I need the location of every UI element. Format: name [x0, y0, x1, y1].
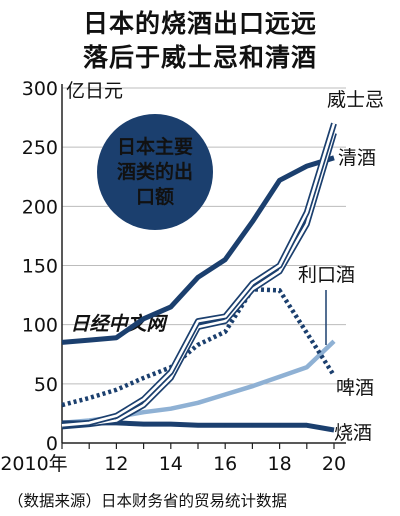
data-point-3	[115, 389, 118, 392]
y-tick-label: 100	[22, 315, 58, 337]
data-point-1	[306, 165, 309, 168]
data-point-3	[142, 377, 145, 380]
y-axis-unit-label: 亿日元	[66, 80, 123, 102]
chart-title-line-1: 日本的烧酒出口远远	[82, 9, 317, 38]
x-tick-label: 12	[104, 453, 128, 475]
data-point-1	[115, 336, 118, 339]
data-point-1	[142, 318, 145, 321]
series-label-shochu: 烧酒	[334, 422, 372, 444]
data-point-0	[333, 122, 336, 125]
data-point-1	[61, 341, 64, 344]
series-label-liqueur: 利口酒	[298, 264, 355, 286]
y-tick-label: 250	[22, 137, 58, 159]
data-point-2	[115, 419, 118, 422]
y-tick-label: 0	[46, 433, 58, 455]
data-point-1	[251, 220, 254, 223]
y-tick-label: 50	[34, 374, 58, 396]
data-point-4	[224, 424, 227, 427]
x-tick-label: 20	[322, 453, 346, 475]
data-point-2	[306, 223, 309, 226]
data-point-1	[170, 306, 173, 309]
data-point-4	[251, 424, 254, 427]
data-point-1	[88, 339, 91, 342]
data-point-3	[333, 374, 336, 377]
data-point-3	[224, 331, 227, 334]
annotation-circle	[97, 114, 213, 230]
y-tick-label: 300	[22, 78, 58, 100]
series-line-3	[61, 286, 336, 408]
data-point-0	[61, 424, 64, 427]
data-point-4	[278, 424, 281, 427]
annotation-text: 酒类的出	[117, 160, 193, 183]
x-tick-label: 14	[159, 453, 183, 475]
series-line-5	[61, 339, 336, 426]
data-point-3	[61, 404, 64, 407]
data-point-2	[224, 320, 227, 323]
x-tick-label: 18	[268, 453, 292, 475]
data-point-5	[306, 366, 309, 369]
data-point-0	[224, 315, 227, 318]
data-point-1	[197, 276, 200, 279]
data-point-5	[251, 385, 254, 388]
data-point-2	[142, 404, 145, 407]
data-point-3	[306, 332, 309, 335]
series-label-beer: 啤酒	[336, 377, 374, 399]
annotation-text: 口额	[136, 185, 174, 208]
data-point-4	[306, 424, 309, 427]
y-tick-label: 150	[22, 256, 58, 278]
data-point-0	[142, 398, 145, 401]
data-point-4	[142, 423, 145, 426]
series-label-whisky: 威士忌	[327, 89, 384, 111]
data-point-0	[115, 415, 118, 418]
data-point-3	[88, 397, 91, 400]
data-point-0	[306, 211, 309, 214]
data-point-5	[278, 375, 281, 378]
data-point-5	[142, 411, 145, 414]
data-point-0	[197, 320, 200, 323]
data-point-1	[278, 179, 281, 182]
data-point-0	[278, 264, 281, 267]
data-point-1	[224, 258, 227, 261]
data-point-1	[333, 157, 336, 160]
x-tick-label: 2010年	[0, 453, 67, 475]
data-point-5	[333, 340, 336, 343]
data-point-4	[170, 423, 173, 426]
series-line-1	[61, 155, 335, 345]
data-point-0	[251, 282, 254, 285]
x-tick-label: 16	[213, 453, 237, 475]
data-point-3	[278, 289, 281, 292]
data-point-5	[197, 402, 200, 405]
chart-title-line-2: 落后于威士忌和清酒	[82, 43, 317, 72]
annotation-text: 日本主要	[117, 135, 193, 158]
data-point-0	[170, 371, 173, 374]
data-point-3	[197, 344, 200, 347]
data-point-5	[224, 393, 227, 396]
data-point-4	[197, 424, 200, 427]
data-point-2	[278, 270, 281, 273]
source-note: （数据来源）日本财务省的贸易统计数据	[8, 492, 288, 510]
data-point-5	[170, 407, 173, 410]
data-point-0	[88, 422, 91, 425]
series-line-inner-0	[61, 123, 336, 427]
y-tick-label: 200	[22, 196, 58, 218]
series-label-sake: 清酒	[338, 147, 376, 169]
